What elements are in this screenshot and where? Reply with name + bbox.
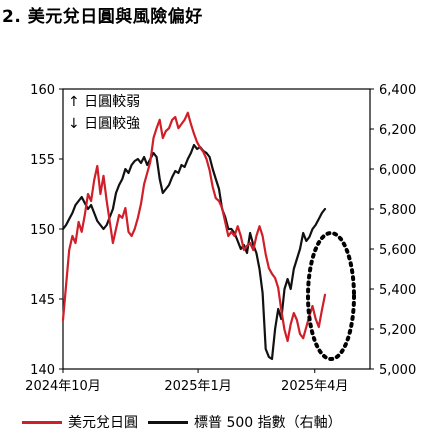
left-tick-label: 150	[30, 223, 55, 238]
x-tick-label: 2025年4月	[281, 379, 348, 394]
right-tick-label: 6,200	[379, 123, 416, 138]
right-tick-label: 5,400	[379, 283, 416, 298]
right-tick-label: 5,600	[379, 243, 416, 258]
legend-label-usdjpy: 美元兌日圓	[68, 415, 138, 431]
left-tick-label: 155	[30, 153, 55, 168]
left-tick-label: 145	[30, 293, 55, 308]
right-tick-label: 6,400	[379, 83, 416, 98]
left-axis: 140 145 150 155 160	[30, 83, 63, 378]
right-tick-label: 5,200	[379, 323, 416, 338]
right-tick-label: 5,800	[379, 203, 416, 218]
highlight-ellipse	[306, 231, 356, 361]
annotation-yen-weaker: ↑ 日圓較弱	[68, 94, 140, 110]
legend-item-sp500: 標普 500 指數（右軸）	[148, 412, 342, 432]
right-tick-label: 6,000	[379, 163, 416, 178]
annotation-yen-stronger: ↓ 日圓較強	[68, 116, 140, 132]
left-tick-label: 140	[30, 363, 55, 378]
right-axis: 5,000 5,200 5,400 5,600 5,800 6,000 6,200 6,400	[370, 83, 416, 378]
series-line-usdjpy	[61, 111, 327, 343]
legend-swatch-usdjpy	[22, 420, 62, 424]
x-tick-label: 2025年1月	[164, 379, 231, 394]
x-tick-label: 2024年10月	[25, 379, 101, 394]
legend-item-usdjpy: 美元兌日圓	[22, 412, 138, 432]
legend-swatch-sp500	[148, 420, 188, 424]
right-tick-label: 5,000	[379, 363, 416, 378]
x-axis: 2024年10月 2025年1月 2025年4月	[25, 369, 348, 394]
series-line-sp500	[61, 143, 327, 361]
legend-label-sp500: 標普 500 指數（右軸）	[194, 415, 342, 431]
chart-title: 2. 美元兌日圓與風險偏好	[2, 7, 203, 27]
left-tick-label: 160	[30, 83, 55, 98]
series-layer	[61, 111, 327, 361]
legend: 美元兌日圓 標普 500 指數（右軸）	[22, 412, 352, 432]
